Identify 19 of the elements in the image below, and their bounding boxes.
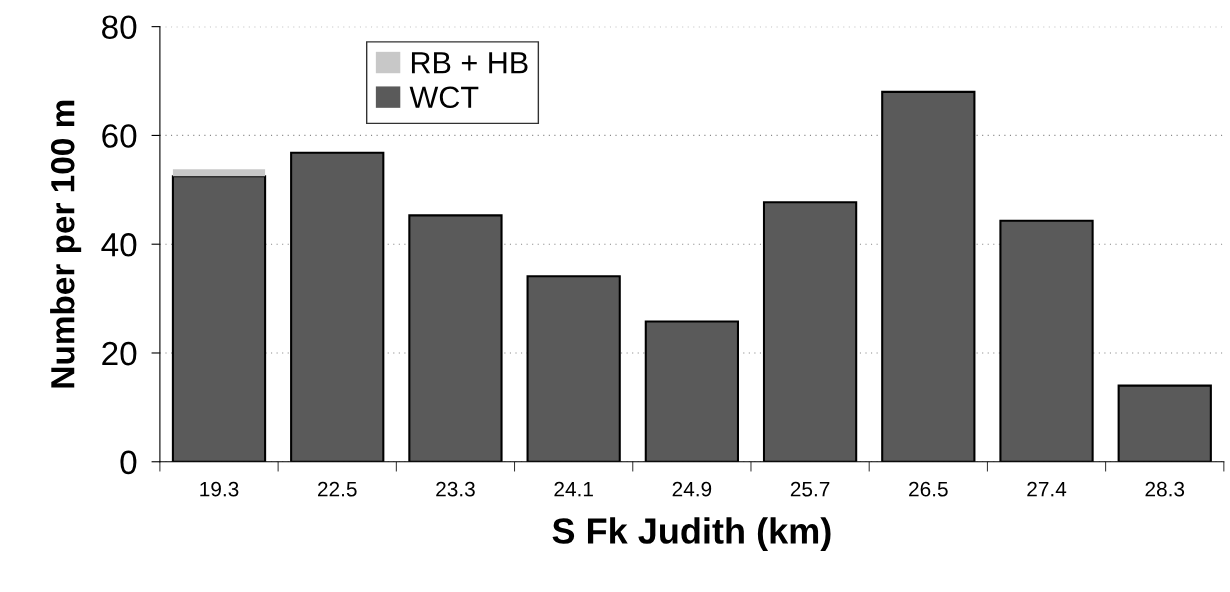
x-tick-label: 28.3 [1145,481,1185,497]
x-tick-label: 25.7 [790,481,830,497]
y-tick-label: 20 [102,341,137,366]
x-axis-title: S Fk Judith (km) [552,517,831,551]
x-tick-label: 27.4 [1027,481,1067,497]
x-tick-label: 26.5 [909,481,948,497]
legend-label: WCT [409,86,479,109]
bar [172,169,266,177]
x-tick-label: 24.1 [554,481,593,497]
y-tick-label: 60 [102,124,137,148]
y-tick-label: 40 [101,233,137,257]
legend-label: RB + HB [411,52,528,74]
x-tick-label: 23.3 [436,481,475,497]
x-tick-label: 19.3 [200,481,239,497]
y-axis-title: Number per 100 m [50,100,82,388]
x-tick-label: 24.9 [672,481,712,497]
x-tick-label: 22.5 [318,481,357,497]
y-tick-label: 0 [120,450,137,475]
y-tick-label: 80 [102,15,137,40]
